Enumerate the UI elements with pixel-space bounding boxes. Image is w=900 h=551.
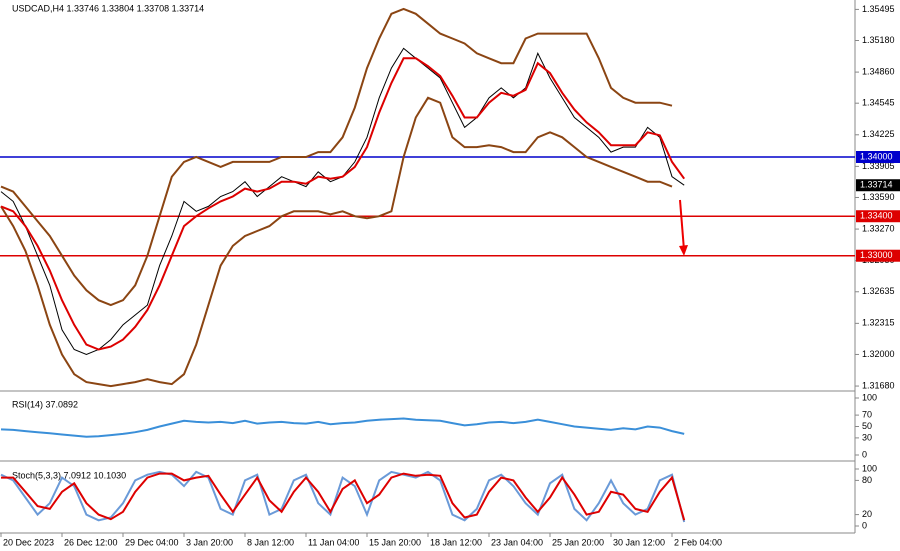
- y-tick-label: 1.31680: [862, 380, 895, 390]
- y-tick-label: 20: [862, 509, 872, 519]
- y-tick-label: 1.33905: [862, 161, 895, 171]
- y-tick-label: 80: [862, 475, 872, 485]
- y-tick-label: 1.32635: [862, 286, 895, 296]
- y-tick-label: 1.34225: [862, 129, 895, 139]
- x-tick-label: 3 Jan 20:00: [186, 537, 233, 547]
- y-tick-label: 30: [862, 432, 872, 442]
- y-tick-label: 70: [862, 409, 872, 419]
- arrow-head: [679, 245, 688, 256]
- x-tick-label: 26 Dec 12:00: [64, 537, 118, 547]
- x-tick-label: 25 Jan 20:00: [552, 537, 604, 547]
- y-tick-label: 1.35180: [862, 35, 895, 45]
- x-tick-label: 23 Jan 04:00: [491, 537, 543, 547]
- x-tick-label: 18 Jan 12:00: [430, 537, 482, 547]
- level-label: 1.34000: [860, 151, 893, 161]
- level-label: 1.33000: [860, 250, 893, 260]
- y-tick-label: 1.33270: [862, 223, 895, 233]
- x-tick-label: 2 Feb 04:00: [674, 537, 722, 547]
- level-label-box: [856, 151, 900, 164]
- last-price-label: 1.33714: [860, 180, 893, 190]
- last-price-box: [856, 179, 900, 192]
- level-label: 1.33400: [860, 211, 893, 221]
- x-tick-label: 30 Jan 12:00: [613, 537, 665, 547]
- y-tick-label: 0: [862, 520, 867, 530]
- series-line: [0, 470, 686, 523]
- y-tick-label: 1.32000: [862, 349, 895, 359]
- y-tick-label: 1.34545: [862, 98, 895, 108]
- x-tick-label: 11 Jan 04:00: [308, 537, 359, 547]
- y-tick-label: 100: [862, 392, 877, 402]
- y-tick-label: 1.33590: [862, 192, 895, 202]
- y-tick-label: 100: [862, 463, 877, 473]
- x-tick-label: 29 Dec 04:00: [125, 537, 179, 547]
- x-tick-label: 8 Jan 12:00: [247, 537, 294, 547]
- y-tick-label: 1.35495: [862, 4, 895, 14]
- series-line: [0, 7, 673, 307]
- x-tick-label: 15 Jan 20:00: [369, 537, 421, 547]
- y-tick-label: 1.34860: [862, 66, 895, 76]
- x-tick-label: 20 Dec 2023: [3, 537, 54, 547]
- panel-title: RSI(14) 37.0892: [12, 399, 78, 409]
- panel-title: Stoch(5,3,3) 7.0912 10.1030: [12, 470, 126, 480]
- y-tick-label: 0: [862, 449, 867, 459]
- series-line: [0, 96, 673, 388]
- panel-title: USDCAD,H4 1.33746 1.33804 1.33708 1.3371…: [12, 3, 204, 13]
- y-tick-label: 50: [862, 421, 872, 431]
- arrow: [679, 199, 685, 251]
- series-line: [0, 417, 685, 438]
- y-tick-label: 1.32315: [862, 318, 895, 328]
- series-line: [0, 57, 686, 351]
- series-line: [1, 472, 686, 521]
- level-label-box: [856, 249, 900, 262]
- level-label-box: [856, 210, 900, 223]
